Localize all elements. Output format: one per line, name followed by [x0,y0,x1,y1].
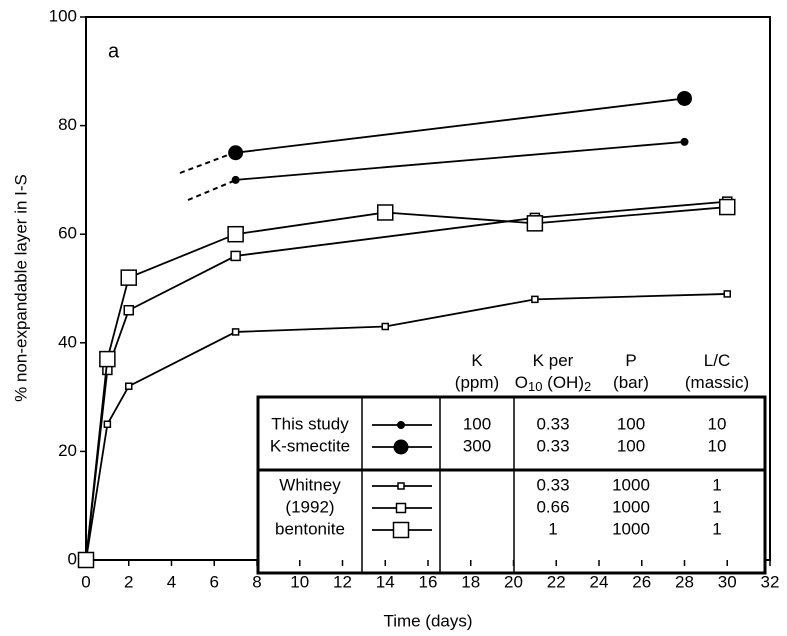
table-cell: 1000 [612,519,650,538]
x-tick-label: 32 [761,572,780,591]
x-tick-label: 18 [461,572,480,591]
table-cell: 100 [617,436,645,455]
x-tick-label: 22 [547,572,566,591]
marker [231,175,240,184]
y-tick-label: 60 [58,224,77,243]
x-tick-label: 0 [81,572,90,591]
y-tick-label: 20 [58,441,77,460]
marker [99,350,116,368]
marker [531,295,539,304]
table-cell: 100 [463,414,491,433]
legend-label: bentonite [275,519,345,538]
marker [397,421,405,429]
marker [677,90,692,106]
subscript: 2 [584,379,591,394]
table-cell: 0.33 [536,414,569,433]
x-tick-label: 2 [124,572,133,591]
table-cell: 1 [712,475,721,494]
marker [230,250,241,262]
legend-label: (1992) [285,497,334,516]
marker [719,198,736,216]
table-cell: 0.66 [536,497,569,516]
table-cell: 1 [712,497,721,516]
table-frame [256,395,767,575]
series-line [235,97,685,154]
y-axis-label: % non-expandable layer in I-S [11,174,30,402]
x-tick-label: 4 [167,572,176,591]
header-text: P [625,351,636,370]
x-axis-label: Time (days) [383,611,472,630]
y-tick-label: 80 [58,115,77,134]
table-cell: 1 [548,519,557,538]
x-tick-label: 8 [252,572,261,591]
x-tick-label: 14 [376,572,395,591]
marker [227,225,244,243]
table-cell: 0.33 [536,436,569,455]
x-tick-label: 6 [210,572,219,591]
header-text: (ppm) [455,373,499,392]
table-cell: 1000 [612,497,650,516]
marker [397,482,405,490]
table-cell: 10 [708,414,727,433]
table-header: O10 (OH)2 [515,373,591,393]
x-tick-label: 30 [718,572,737,591]
table-cell: 300 [463,436,491,455]
marker [393,439,409,455]
marker [680,137,689,146]
x-tick-label: 16 [419,572,438,591]
marker [723,290,731,298]
x-tick-label: 26 [632,572,651,591]
x-tick-label: 20 [504,572,523,591]
header-text: K per [533,351,574,370]
header-text: K [471,351,483,370]
marker [231,328,240,336]
legend-label: Whitney [279,475,341,494]
marker [395,502,407,514]
series-line [235,140,685,181]
table-header: K [471,351,483,370]
table-header: (massic) [685,373,749,392]
table-header: L/C [704,351,730,370]
subscript: 10 [528,379,542,394]
legend-label: K-smectite [270,436,350,455]
header-text: (OH) [542,373,584,392]
marker [377,204,394,221]
legend-label: This study [271,414,349,433]
marker [103,420,112,428]
marker [123,304,134,316]
x-tick-label: 24 [590,572,609,591]
table-header: P [625,351,636,370]
header-text: (bar) [613,373,649,392]
marker [228,145,244,161]
dashed-lead [179,151,237,174]
table-cell: 100 [617,414,645,433]
marker [526,215,544,232]
marker [392,521,410,539]
y-tick-label: 0 [68,549,77,568]
marker [120,269,137,286]
x-tick-label: 12 [333,572,352,591]
x-tick-label: 10 [290,572,309,591]
table-header: K per [533,351,574,370]
x-tick-label: 28 [675,572,694,591]
table-header: (ppm) [455,373,499,392]
marker [381,322,389,331]
header-text: L/C [704,351,730,370]
dashed-lead [187,179,237,201]
table-header: (bar) [613,373,649,392]
series-line [85,200,728,561]
marker [125,382,133,390]
marker [77,551,95,569]
table-cell: 1000 [612,475,650,494]
table-cell: 1 [712,519,721,538]
y-tick-label: 40 [58,332,77,351]
table-cell: 10 [708,436,727,455]
y-tick-label: 100 [49,6,77,25]
header-text: O [515,373,528,392]
header-text: (massic) [685,373,749,392]
panel-label: a [108,40,120,62]
table-cell: 0.33 [536,475,569,494]
